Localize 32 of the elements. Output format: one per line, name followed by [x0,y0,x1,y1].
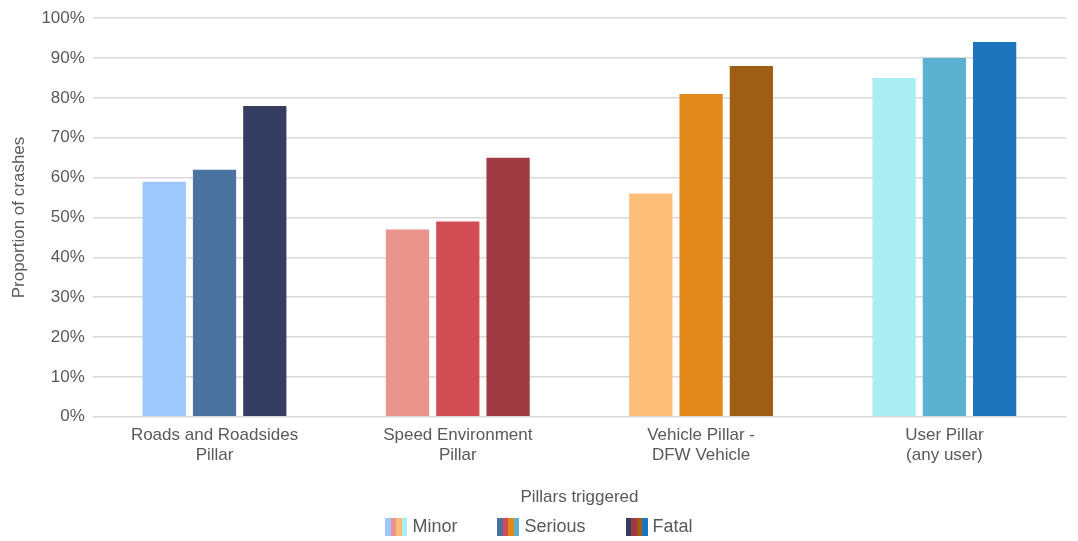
bar [142,181,186,417]
bar [629,193,673,417]
bar [436,221,480,417]
y-axis-title: Proportion of crashes [8,136,28,299]
bar [922,58,966,417]
y-tick-label: 50% [50,207,85,227]
y-tick-label: 30% [50,286,85,306]
bar [729,66,773,417]
y-tick-label: 20% [50,326,85,346]
bar [486,157,530,417]
bar [385,229,430,417]
bar [872,77,916,417]
y-tick-label: 90% [50,47,85,67]
legend-label: Fatal [652,516,693,537]
x-tick-label: User Pillar (any user) [905,424,984,465]
y-tick-label: 100% [41,7,85,27]
legend-label: Minor [412,516,458,537]
y-tick-label: 40% [50,247,85,267]
x-tick-label: Roads and Roadsides Pillar [130,424,299,465]
x-axis-title: Pillars triggered [520,487,639,507]
y-tick-label: 80% [50,87,85,107]
x-tick-label: Speed Environment Pillar [383,424,533,465]
bar [243,105,287,417]
y-tick-label: 10% [50,366,85,386]
y-tick-label: 0% [60,406,85,426]
y-tick-label: 70% [50,127,85,147]
bar [679,93,723,417]
legend-label: Serious [524,516,586,537]
bar [973,42,1017,417]
bar [192,169,237,417]
y-tick-label: 60% [50,167,85,187]
x-tick-label: Vehicle Pillar - DFW Vehicle [647,424,755,465]
